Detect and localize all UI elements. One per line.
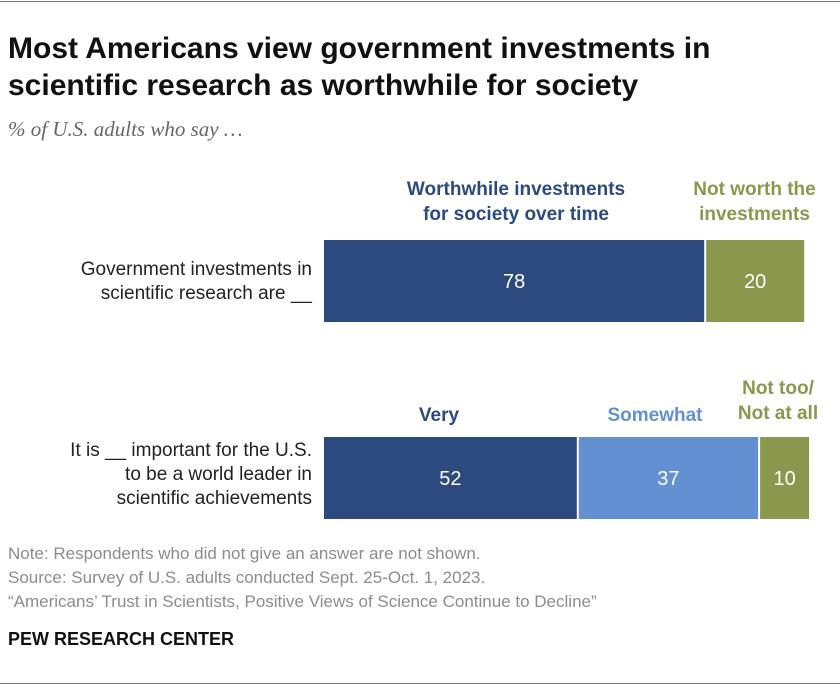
row-label-2-line-1: It is __ important for the U.S. [70,440,312,461]
row-label-2-line-3: scientific achievements [116,488,312,509]
legend-not-worth-line-1: Not worth the [693,179,816,200]
row-label-2-line-2: to be a world leader in [125,464,312,485]
note-text: Note: Respondents who did not give an an… [8,544,481,563]
legend-somewhat-line-1: Somewhat [607,405,703,426]
legend-not-too-line-2: Not at all [737,403,819,424]
title-line-1: Most Americans view government investmen… [8,32,711,65]
data-label-row1-segment-2: 20 [744,271,766,293]
bottom-rule [0,683,840,684]
source-text: Source: Survey of U.S. adults conducted … [8,568,486,587]
chart-title: Most Americans view government investmen… [8,30,828,104]
row-label-1: Government investments in scientific res… [81,258,312,306]
legend-not-worth-line-2: investments [699,204,810,225]
bar-row2-segment-2 [578,437,759,519]
legend-not-too: Not too/ Not at all [718,376,838,426]
chart-subtitle: % of U.S. adults who say … [8,117,243,141]
top-rule [0,1,840,2]
data-label-row1-segment-1: 78 [503,271,525,293]
legend-very-line-1: Very [418,405,460,426]
legend-very: Very [374,403,504,428]
data-label-row2-segment-2: 37 [657,468,679,490]
report-title-text: “Americans’ Trust in Scientists, Positiv… [8,592,597,611]
bar-row2-segment-3 [760,437,810,519]
bar-row1-segment-1 [324,240,705,322]
data-label-row2-segment-1: 52 [439,468,461,490]
title-line-2: scientific research as worthwhile for so… [8,69,639,102]
legend-not-too-line-1: Not too/ [742,378,814,399]
data-label-row2-segment-3: 10 [773,468,795,490]
row-label-1-line-1: Government investments in [80,259,312,280]
legend-somewhat: Somewhat [590,403,720,428]
legend-not-worth: Not worth the investments [672,177,837,227]
bar-row1-segment-2 [706,240,805,322]
organization-name: PEW RESEARCH CENTER [8,629,235,649]
chart-notes: Note: Respondents who did not give an an… [8,542,597,614]
row-label-2: It is __ important for the U.S. to be a … [70,439,312,511]
legend-worthwhile-line-1: Worthwhile investments [406,179,626,200]
legend-worthwhile-line-2: for society over time [423,204,609,225]
bar-row2-segment-1 [324,437,577,519]
legend-worthwhile: Worthwhile investments for society over … [361,177,671,227]
row-label-1-line-2: scientific research are __ [100,283,312,304]
